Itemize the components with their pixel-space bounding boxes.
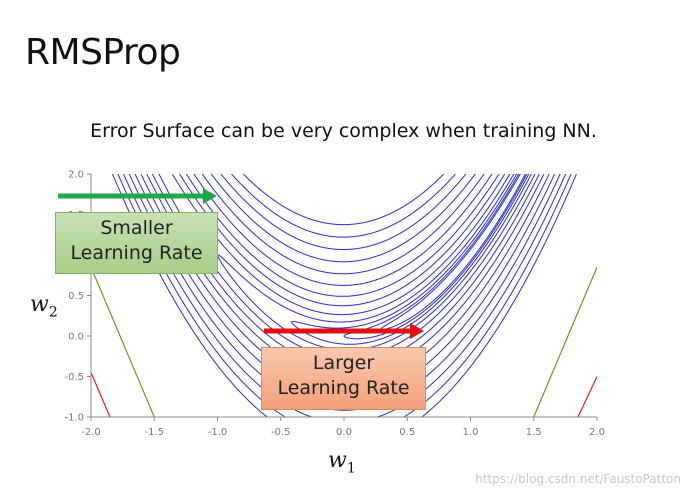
contour-line bbox=[134, 174, 556, 399]
olive-contour-right bbox=[533, 266, 597, 417]
contour-line bbox=[216, 174, 532, 351]
larger-label-line1: Larger bbox=[312, 352, 375, 374]
y-tick-label: 2.0 bbox=[68, 170, 84, 181]
x-axis-label: w1 bbox=[328, 448, 356, 477]
learning-rate-arrows bbox=[58, 188, 424, 339]
contour-line bbox=[140, 174, 550, 388]
x-tick-label: 0.0 bbox=[336, 427, 352, 438]
watermark: https://blog.csdn.net/FaustoPatton bbox=[475, 472, 681, 486]
contour-line bbox=[123, 174, 567, 417]
contour-line bbox=[343, 174, 528, 340]
smaller-learning-rate-box: Smaller Learning Rate bbox=[55, 212, 218, 274]
red-contour-right bbox=[577, 376, 597, 417]
larger-learning-rate-box: Larger Learning Rate bbox=[261, 347, 426, 410]
x-tick-label: 2.0 bbox=[589, 427, 605, 438]
contour-line bbox=[151, 174, 540, 367]
olive-contour-left bbox=[91, 266, 155, 417]
contour-line bbox=[128, 174, 561, 411]
slide-title: RMSProp bbox=[25, 32, 181, 73]
contour-line bbox=[291, 174, 530, 345]
x-tick-label: -1.5 bbox=[144, 427, 164, 438]
x-tick-label: 0.5 bbox=[399, 427, 415, 438]
smaller-label-line2: Learning Rate bbox=[70, 242, 203, 264]
smaller-label-line1: Smaller bbox=[100, 217, 173, 239]
contour-line bbox=[111, 174, 577, 417]
larger-label-line2: Learning Rate bbox=[277, 377, 410, 399]
x-tick-label: -1.0 bbox=[208, 427, 228, 438]
contour-line bbox=[146, 174, 545, 377]
x-tick-label: -0.5 bbox=[271, 427, 291, 438]
red-contour-left bbox=[91, 372, 111, 417]
y-tick-label: -1.0 bbox=[64, 413, 84, 424]
contour-lines bbox=[91, 174, 597, 417]
y-tick-label: 0.5 bbox=[68, 291, 84, 302]
x-tick-label: 1.0 bbox=[463, 427, 479, 438]
slide-subtitle: Error Surface can be very complex when t… bbox=[90, 120, 597, 142]
y-axis-label: w2 bbox=[30, 292, 58, 321]
green-arrow-head bbox=[203, 188, 217, 204]
x-tick-label: -2.0 bbox=[81, 427, 101, 438]
contour-line bbox=[117, 174, 572, 417]
y-tick-label: -0.5 bbox=[64, 372, 84, 383]
red-arrow-head bbox=[410, 323, 424, 339]
x-tick-label: 1.5 bbox=[526, 427, 542, 438]
y-tick-label: 0.0 bbox=[68, 332, 84, 343]
contour-line bbox=[380, 174, 526, 330]
